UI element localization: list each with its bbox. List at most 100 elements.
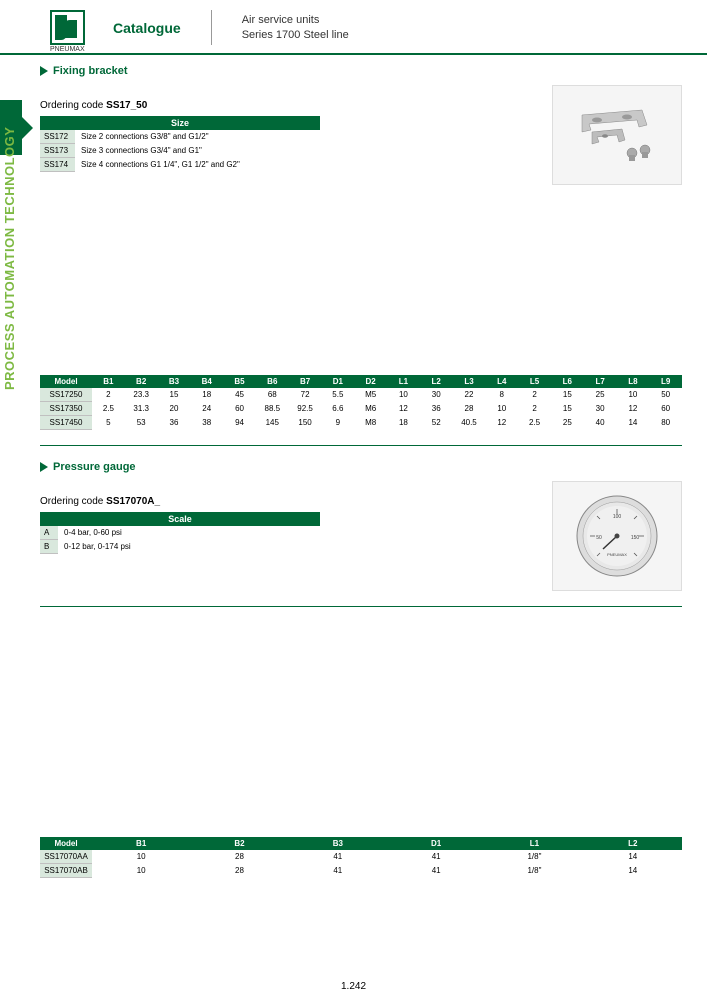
dims-cell: 28 [190,864,288,878]
dims-header-cell: L1 [387,375,420,388]
fixing-bracket-image [552,85,682,185]
catalogue-label: Catalogue [113,20,181,36]
dims-cell: 5 [92,416,125,430]
dims-cell: 14 [584,850,682,864]
dims-cell: 2.5 [92,402,125,416]
arrow-icon [40,462,48,472]
code-prefix: Ordering code [40,100,103,111]
section-separator [40,445,682,446]
dims-cell: 60 [649,402,682,416]
arrow-icon [40,66,48,76]
dims-header-cell: B1 [92,837,190,850]
section-title: Fixing bracket [53,65,128,77]
dims-header-cell: D1 [387,837,485,850]
dims-cell: 14 [617,416,650,430]
dims-cell: 18 [387,416,420,430]
dims-cell: 41 [387,864,485,878]
dims-cell: 6.6 [321,402,354,416]
dims-header-cell: Model [40,837,92,850]
dims-cell: 45 [223,388,256,402]
dims-cell: 12 [485,416,518,430]
svg-text:50: 50 [596,535,602,541]
dims-header-cell: B5 [223,375,256,388]
code-pattern: SS17070A_ [106,496,160,507]
dims-cell: 15 [158,388,191,402]
dims-rows: SS17250223.315184568725.5M51030228215251… [40,388,682,430]
dims-header-cell: L2 [420,375,453,388]
dims-header-cell: L3 [453,375,486,388]
header-rule [0,53,707,55]
page-header: PNEUMAX Catalogue Air service units Seri… [0,0,707,50]
dims-cell: 24 [190,402,223,416]
section1-dims-table: ModelB1B2B3B4B5B6B7D1D2L1L2L3L4L5L6L7L8L… [40,375,682,430]
dims-cell: 10 [617,388,650,402]
dims-cell: 1/8" [485,864,583,878]
section-fixing-bracket-head: Fixing bracket [40,65,682,77]
gauge-icon: 100 50 150 PNEUMAX [575,494,660,579]
dims-cell: 12 [387,402,420,416]
dims-row: SS173502.531.320246088.592.56.6M61236281… [40,402,682,416]
dims-header-cell: B1 [92,375,125,388]
dims-header-row: ModelB1B2B3D1L1L2 [40,837,682,850]
section2-left: Ordering code SS17070A_ Scale A0-4 bar, … [40,481,537,591]
dims-header-cell: L5 [518,375,551,388]
dims-cell: 41 [289,864,387,878]
svg-text:PNEUMAX: PNEUMAX [607,552,627,557]
header-divider [211,10,212,45]
size-table-header: Size [40,116,320,130]
svg-text:150: 150 [630,535,639,541]
dims-header-cell: Model [40,375,92,388]
dims-cell: SS17070AB [40,864,92,878]
section-separator [40,606,682,607]
dims-header-cell: L7 [584,375,617,388]
dims-cell: 53 [125,416,158,430]
size-row: SS174Size 4 connections G1 1/4", G1 1/2"… [40,158,537,172]
dims-cell: SS17450 [40,416,92,430]
dims-cell: 30 [584,402,617,416]
dims-cell: 41 [289,850,387,864]
section2-drawing-area [40,622,682,832]
dims-rows: SS17070AA102841411/8"14SS17070AB10284141… [40,850,682,878]
dims-cell: 23.3 [125,388,158,402]
dims-cell: M6 [354,402,387,416]
dims-row: SS17070AB102841411/8"14 [40,864,682,878]
size-desc: Size 3 connections G3/4" and G1" [75,144,537,158]
dims-cell: 18 [190,388,223,402]
dims-header-cell: B6 [256,375,289,388]
section-title: Pressure gauge [53,461,136,473]
dims-cell: 15 [551,402,584,416]
size-desc: Size 2 connections G3/8" and G1/2" [75,130,537,144]
dims-cell: SS17350 [40,402,92,416]
dims-cell: 8 [485,388,518,402]
dims-header-cell: D2 [354,375,387,388]
dims-cell: 145 [256,416,289,430]
dims-cell: 1/8" [485,850,583,864]
dims-cell: 14 [584,864,682,878]
dims-header-cell: B3 [158,375,191,388]
dims-cell: 15 [551,388,584,402]
size-row: SS172Size 2 connections G3/8" and G1/2" [40,130,537,144]
section1-left: Ordering code SS17_50 Size SS172Size 2 c… [40,85,537,185]
dims-cell: 38 [190,416,223,430]
dims-cell: 72 [289,388,322,402]
dims-header-cell: L1 [485,837,583,850]
bracket-icon [567,100,667,170]
dims-header-cell: B2 [190,837,288,850]
dims-cell: 80 [649,416,682,430]
scale-table: A0-4 bar, 0-60 psiB0-12 bar, 0-174 psi [40,526,537,554]
size-table: SS172Size 2 connections G3/8" and G1/2"S… [40,130,537,172]
dims-header-cell: D1 [321,375,354,388]
dims-cell: 10 [485,402,518,416]
dims-header-cell: L4 [485,375,518,388]
code-pattern: SS17_50 [106,100,147,111]
dims-header-row: ModelB1B2B3B4B5B6B7D1D2L1L2L3L4L5L6L7L8L… [40,375,682,388]
main-content: Fixing bracket Ordering code SS17_50 Siz… [0,65,707,878]
dims-cell: 22 [453,388,486,402]
dims-cell: SS17070AA [40,850,92,864]
dims-cell: 94 [223,416,256,430]
dims-cell: SS17250 [40,388,92,402]
header-desc-line2: Series 1700 Steel line [242,28,349,42]
dims-cell: 5.5 [321,388,354,402]
dims-row: SS174505533638941451509M8185240.5122.525… [40,416,682,430]
size-desc: Size 4 connections G1 1/4", G1 1/2" and … [75,158,537,172]
